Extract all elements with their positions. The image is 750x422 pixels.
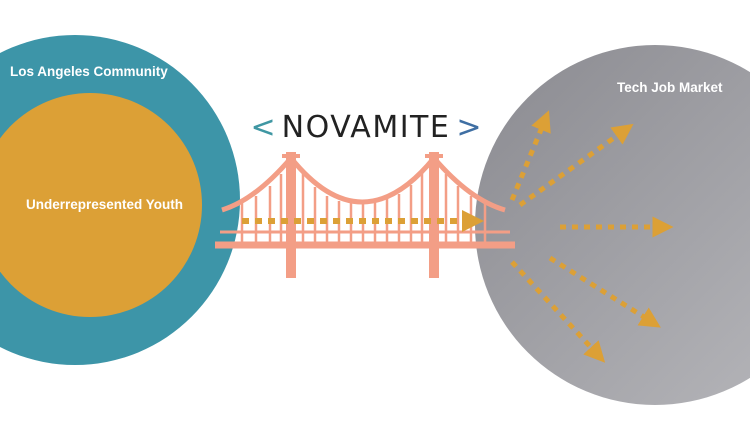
community-label: Los Angeles Community bbox=[10, 64, 168, 79]
bridge-cable-main bbox=[289, 156, 436, 205]
market-arrows bbox=[509, 110, 674, 363]
youth-circle bbox=[0, 93, 202, 317]
bridge-cable-left bbox=[221, 156, 293, 213]
market-arrow-2 bbox=[518, 123, 634, 208]
logo-left-bracket: < bbox=[250, 109, 276, 145]
logo-right-bracket: > bbox=[456, 109, 482, 145]
bridge bbox=[215, 152, 515, 278]
market-label: Tech Job Market bbox=[617, 80, 723, 95]
novamite-logo: < NOVAMITE > bbox=[251, 107, 482, 147]
market-arrow-1 bbox=[509, 110, 551, 201]
youth-label: Underrepresented Youth bbox=[26, 197, 184, 212]
market-arrow-4 bbox=[548, 255, 661, 328]
market-arrow-5 bbox=[510, 260, 606, 363]
bridge-cable-right bbox=[432, 156, 506, 213]
bridge-arrow bbox=[242, 210, 484, 232]
bridge-hangers bbox=[240, 173, 487, 245]
logo-wordmark: NOVAMITE bbox=[281, 109, 451, 145]
